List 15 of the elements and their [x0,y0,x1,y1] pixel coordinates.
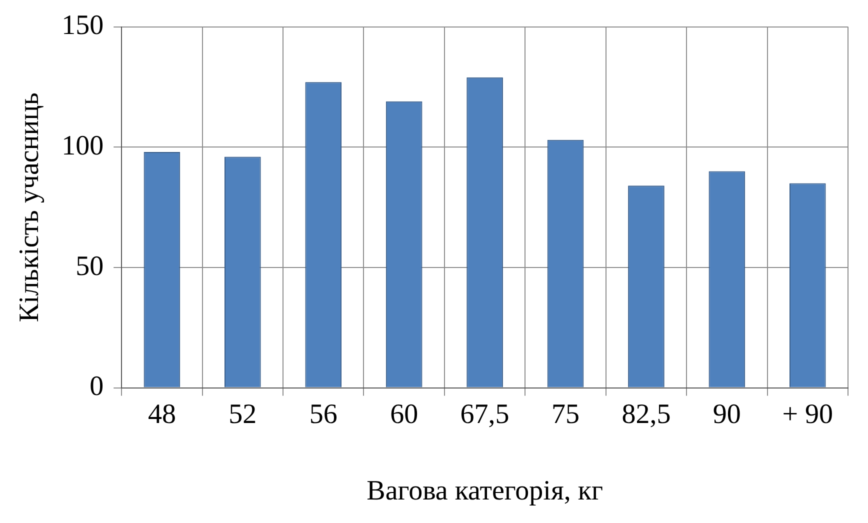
x-tick-label: 90 [712,398,741,430]
x-axis-title: Вагова категорія, кг [366,476,603,507]
y-tick-label: 0 [90,371,104,402]
y-tick-label: 150 [62,10,104,42]
x-tick-label: 67,5 [460,398,510,430]
x-tick-label: + 90 [782,398,834,430]
y-tick-label: 50 [76,250,104,282]
x-tick-label: 82,5 [622,398,671,430]
x-tick-label: 56 [309,398,338,430]
y-axis-title: Кількість учасниць [14,92,46,322]
x-tick-label: 60 [390,398,418,430]
y-tick-label: 100 [62,130,104,162]
x-tick-label: 48 [148,398,176,430]
x-tick-label: 75 [552,398,580,430]
x-tick-label: 52 [228,398,257,430]
